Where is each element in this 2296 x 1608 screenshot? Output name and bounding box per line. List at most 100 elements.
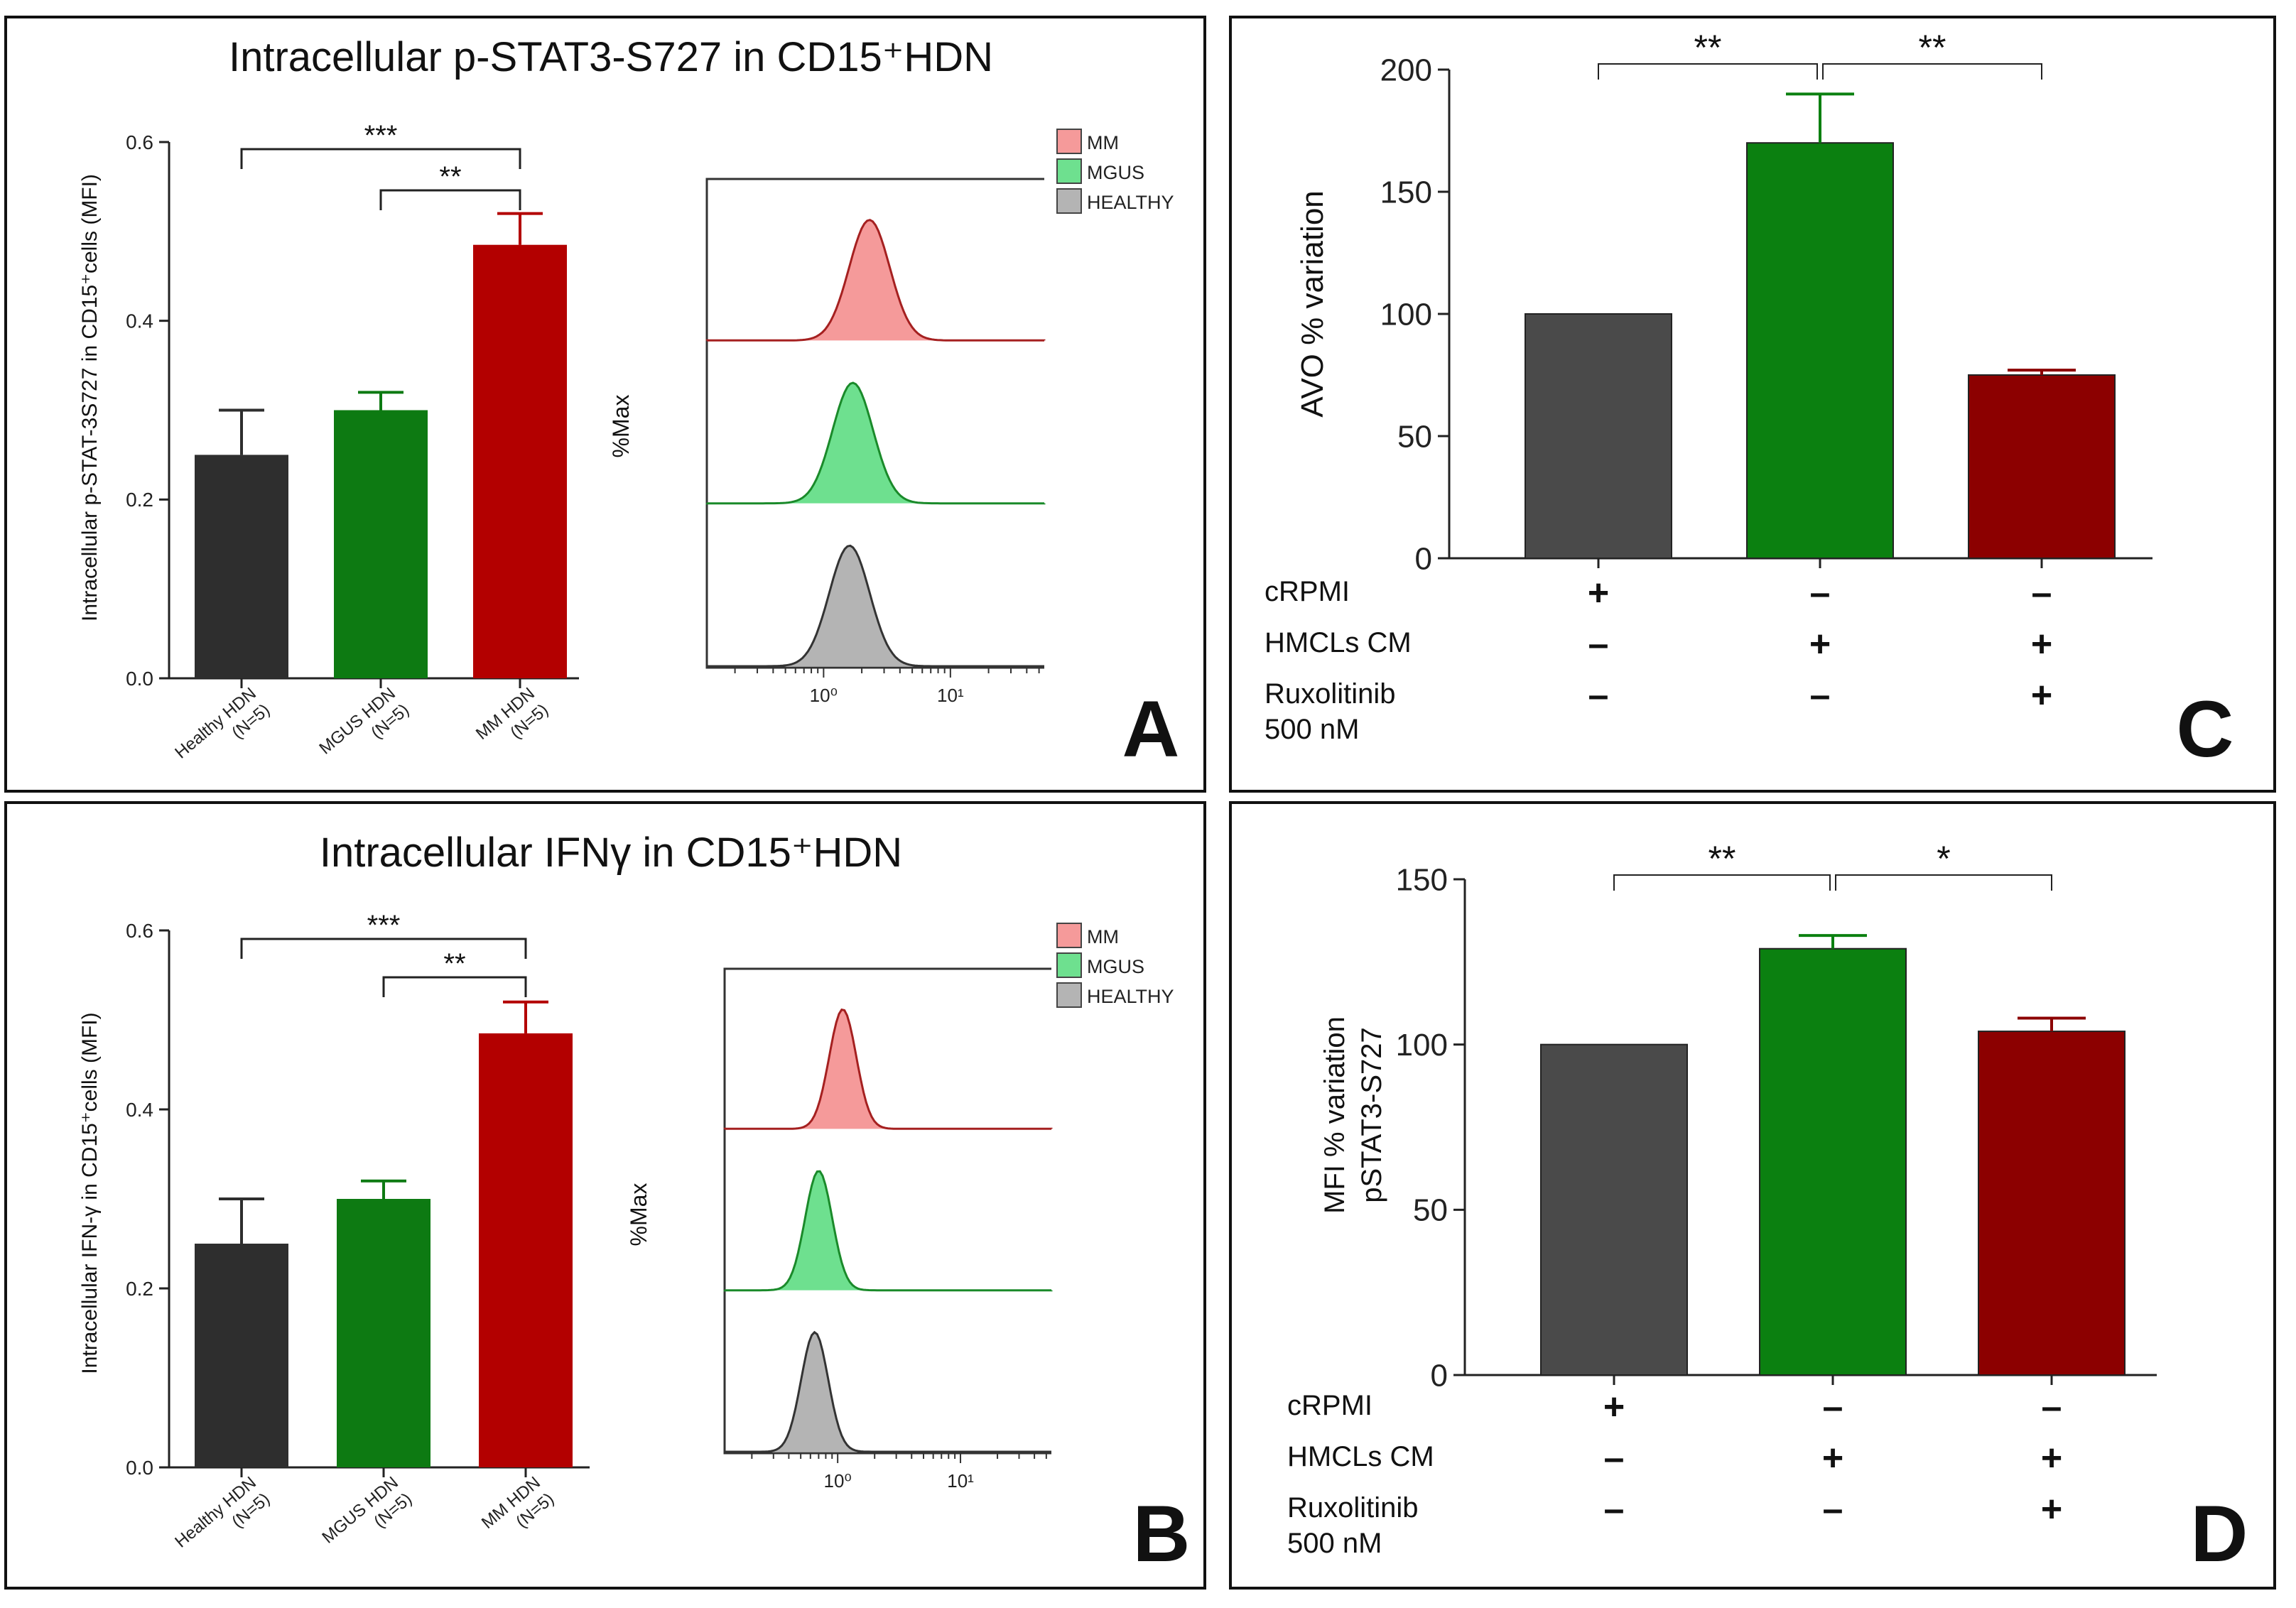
panel-b-frame xyxy=(4,801,1206,1590)
significance-bracket xyxy=(240,148,521,169)
legend-label: HEALTHY xyxy=(1087,986,1174,1007)
condition-sign: + xyxy=(2031,675,2052,716)
x-tick-label: MM HDN(N=5) xyxy=(472,684,552,760)
condition-label: 500 nM xyxy=(1287,1528,1382,1559)
histogram-area xyxy=(725,1332,1051,1452)
y-tick-label: 0.6 xyxy=(126,131,153,153)
legend-swatch xyxy=(1056,158,1082,184)
y-tick-label: 100 xyxy=(1396,1028,1448,1063)
bar xyxy=(195,455,288,678)
legend-label: HEALTHY xyxy=(1087,192,1174,213)
condition-sign: + xyxy=(1588,572,1609,614)
x-tick-label: MGUS HDN(N=5) xyxy=(318,1473,416,1564)
histogram-x-tick-label: 10⁰ xyxy=(810,685,838,706)
y-tick-label: 0.4 xyxy=(126,1099,153,1121)
condition-sign: – xyxy=(1823,1489,1843,1530)
histogram-curve xyxy=(723,1170,1053,1292)
x-tick-label: MGUS HDN(N=5) xyxy=(315,684,413,775)
bar xyxy=(479,1033,573,1467)
histogram-frame xyxy=(723,967,1051,1455)
histogram-area xyxy=(707,545,1044,666)
y-tick-label: 0.2 xyxy=(126,1278,153,1300)
panel-a-hist-ylabel: %Max xyxy=(608,395,634,458)
histogram-curve xyxy=(707,544,1044,668)
panel-a-y-axis-label: Intracellular p-STAT-3S727 in CD15⁺cells… xyxy=(78,174,102,621)
histogram-curve xyxy=(705,381,1046,505)
panel-b-title: Intracellular IFNγ in CD15⁺HDN xyxy=(320,830,902,876)
significance-bracket xyxy=(1598,63,1818,80)
histogram-frame xyxy=(705,178,1044,669)
histogram-curve xyxy=(725,1330,1051,1453)
histogram-curve xyxy=(723,1008,1053,1130)
significance-label: ** xyxy=(1709,839,1736,879)
bar xyxy=(1759,947,1907,1376)
x-tick-label: MM HDN(N=5) xyxy=(478,1473,558,1549)
condition-label: HMCLs CM xyxy=(1287,1441,1434,1472)
panel-d-y-axis-label-line1: MFI % variation xyxy=(1319,1016,1350,1214)
panel-a-letter: A xyxy=(1122,685,1180,773)
condition-label: 500 nM xyxy=(1265,714,1359,745)
panel-a-frame xyxy=(4,16,1206,793)
condition-sign: – xyxy=(1823,1386,1843,1428)
histogram-area xyxy=(707,383,1044,504)
y-tick-label: 0.4 xyxy=(126,310,153,332)
histogram-area xyxy=(707,219,1044,341)
histogram-x-tick-label: 10¹ xyxy=(937,685,964,706)
legend-label: MM xyxy=(1087,926,1119,947)
y-tick-label: 0.0 xyxy=(126,1457,153,1479)
legend-swatch xyxy=(1056,129,1082,154)
histogram-area xyxy=(725,1171,1051,1291)
significance-bracket xyxy=(1613,874,1831,891)
y-tick-label: 150 xyxy=(1380,175,1432,210)
condition-sign: – xyxy=(1604,1489,1625,1530)
condition-sign: + xyxy=(1809,624,1831,665)
condition-label: Ruxolitinib xyxy=(1265,678,1396,710)
histogram-x-tick-label: 10⁰ xyxy=(823,1470,851,1492)
significance-label: ** xyxy=(443,948,465,979)
legend-swatch xyxy=(1056,923,1082,948)
panel-d-letter: D xyxy=(2191,1489,2248,1578)
bar xyxy=(1968,374,2116,559)
legend-label: MGUS xyxy=(1087,956,1144,977)
y-tick-label: 50 xyxy=(1397,419,1432,454)
condition-sign: + xyxy=(1603,1386,1625,1428)
bar xyxy=(473,244,567,678)
legend-label: MM xyxy=(1087,132,1119,153)
legend-swatch xyxy=(1056,982,1082,1008)
y-tick-label: 0.0 xyxy=(126,668,153,690)
y-tick-label: 150 xyxy=(1396,862,1448,897)
condition-sign: – xyxy=(1810,572,1831,614)
condition-label: cRPMI xyxy=(1265,576,1350,607)
x-tick-label: Healthy HDN(N=5) xyxy=(171,684,274,779)
significance-label: *** xyxy=(364,120,398,151)
panel-a-chart: 0.0 0.2 0.4 0.6 Healthy HDN(N=5) MGUS HDN(N=5… xyxy=(126,120,1174,779)
condition-sign: – xyxy=(2042,1386,2062,1428)
condition-label: Ruxolitinib xyxy=(1287,1492,1419,1523)
bar xyxy=(334,410,428,678)
condition-sign: + xyxy=(2031,624,2052,665)
significance-label: ** xyxy=(1694,28,1722,67)
panel-b-hist-ylabel: %Max xyxy=(626,1183,651,1246)
x-tick-label: Healthy HDN(N=5) xyxy=(171,1473,274,1568)
condition-label: cRPMI xyxy=(1287,1390,1372,1421)
histogram-area xyxy=(725,1009,1051,1129)
panel-b-y-axis-label: Intracellular IFN-γ in CD15⁺cells (MFI) xyxy=(78,1012,102,1374)
bar xyxy=(1525,313,1672,559)
significance-bracket xyxy=(382,976,527,997)
significance-bracket xyxy=(1835,874,2052,891)
bar xyxy=(337,1199,430,1467)
panel-c-chart: 0 50 100 150 200 ** ** cRPMI + – – HMCLs CM – + + Ruxol… xyxy=(1265,28,2152,745)
panel-d-frame xyxy=(1229,801,2276,1590)
panel-d-y-axis-label-line2: pSTAT3-S727 xyxy=(1356,1027,1387,1203)
condition-sign: – xyxy=(1810,675,1831,716)
legend-label: MGUS xyxy=(1087,162,1144,183)
legend-swatch xyxy=(1056,952,1082,978)
y-tick-label: 100 xyxy=(1380,297,1432,332)
panel-c-y-axis-label: AVO % variation xyxy=(1295,190,1330,418)
significance-label: * xyxy=(1937,839,1950,879)
condition-sign: + xyxy=(2041,1489,2062,1530)
y-tick-label: 50 xyxy=(1413,1193,1448,1228)
condition-sign: + xyxy=(2041,1438,2062,1479)
condition-sign: – xyxy=(1588,675,1609,716)
